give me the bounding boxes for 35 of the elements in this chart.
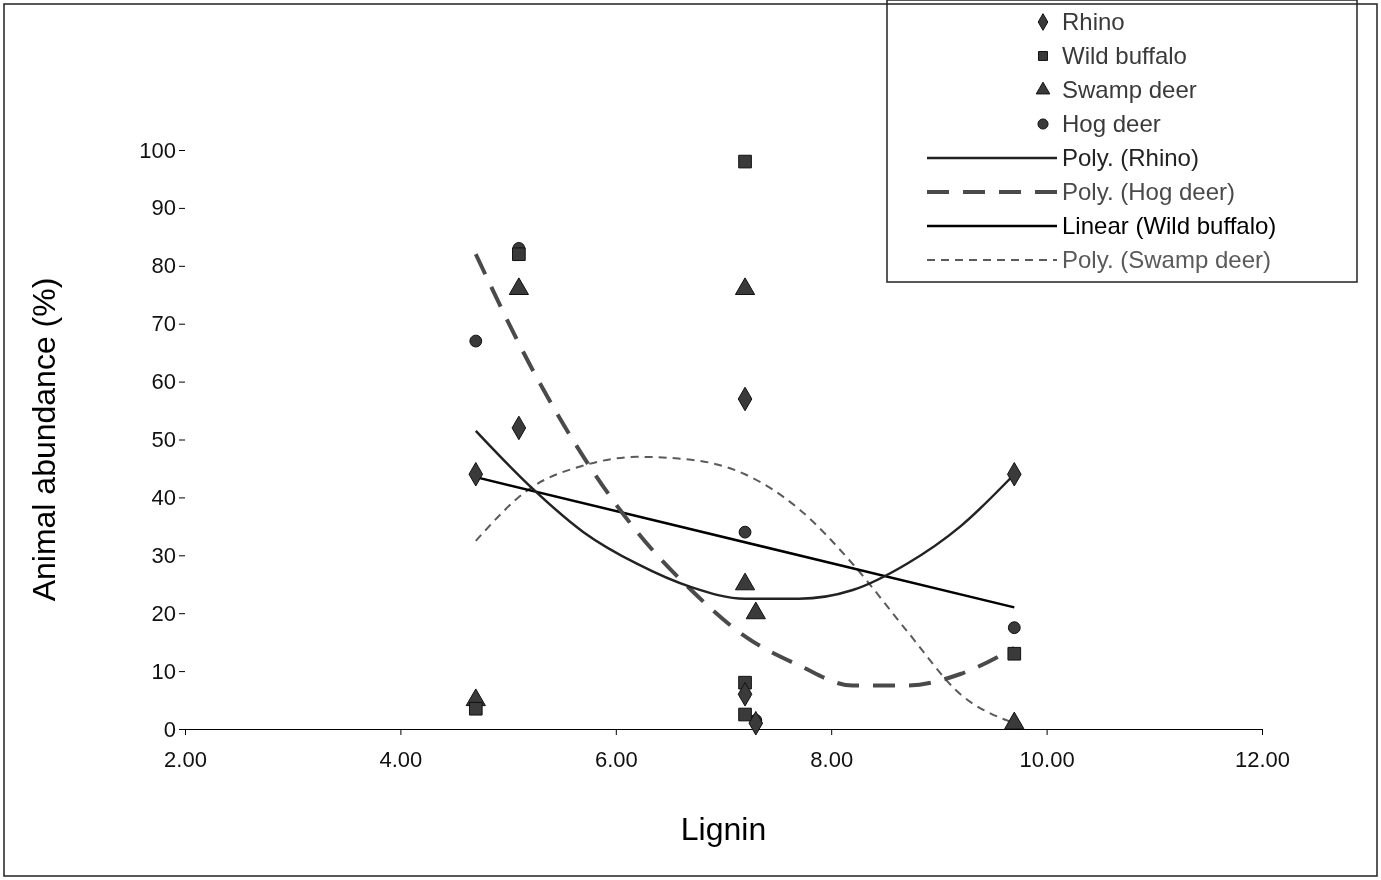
legend-label: Wild buffalo [1062,42,1187,69]
x-tick-label: 12.00 [1234,746,1291,772]
y-tick-label: 60 [151,369,176,395]
point [1007,621,1021,635]
legend-label: Hog deer [1062,110,1161,137]
x-tick-label: 6.00 [594,746,638,772]
x-tick-label: 8.00 [810,746,854,772]
y-tick-label: 30 [151,542,176,568]
y-tick-label: 70 [151,311,176,337]
point [1007,646,1022,661]
y-tick-label: 20 [151,600,176,626]
legend-label: Rhino [1062,8,1125,35]
y-tick-label: 50 [151,427,176,453]
x-axis-title: Lignin [680,811,767,847]
point [738,707,752,722]
point [512,247,526,262]
point [738,525,752,539]
y-axis-title: Animal abundance (%) [26,277,62,602]
y-tick-label: 100 [139,137,176,163]
x-tick-label: 10.00 [1019,746,1075,772]
point [468,701,483,716]
text: Poly. (Hog deer) [1062,178,1235,205]
y-tick-label: 80 [151,253,176,279]
text: Poly. (Swamp deer) [1062,246,1271,273]
point [738,154,752,169]
y-tick-label: 0 [163,716,176,742]
y-tick-label: 90 [151,195,176,221]
x-tick-label: 4.00 [379,746,423,772]
legend-label: Swamp deer [1062,76,1197,103]
y-tick-label: 10 [151,658,176,684]
text: Linear (Wild buffalo) [1062,212,1277,239]
x-tick-label: 2.00 [164,746,207,772]
y-tick-label: 40 [151,484,176,510]
text: Poly. (Rhino) [1062,144,1199,171]
point [469,334,483,348]
